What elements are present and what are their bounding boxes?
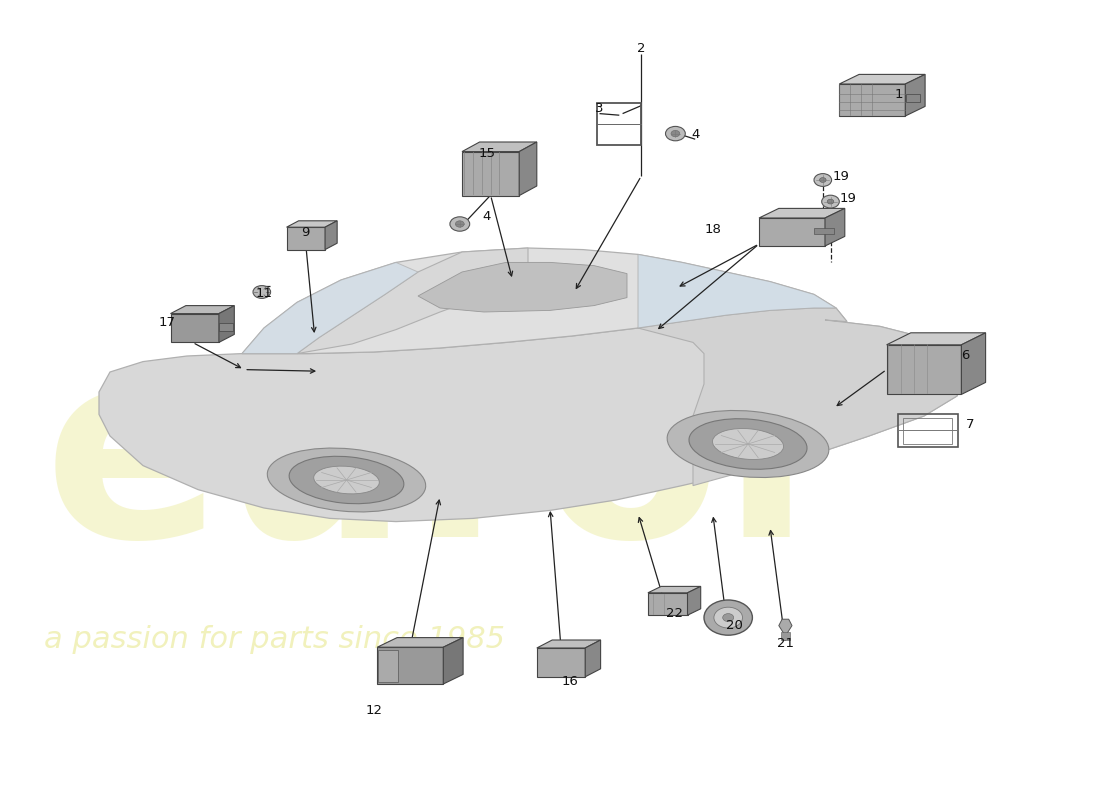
Circle shape (253, 286, 271, 298)
Polygon shape (286, 227, 326, 250)
Polygon shape (537, 640, 601, 648)
Bar (898, 414, 958, 447)
Polygon shape (219, 306, 234, 342)
Polygon shape (297, 248, 528, 354)
Polygon shape (779, 619, 792, 636)
Bar (781, 632, 790, 640)
Text: 17: 17 (158, 316, 176, 329)
Polygon shape (648, 586, 701, 593)
Polygon shape (759, 209, 845, 218)
Polygon shape (242, 248, 847, 354)
Text: 4: 4 (691, 128, 700, 141)
Text: 21: 21 (777, 637, 794, 650)
Text: 9: 9 (301, 226, 310, 238)
Polygon shape (286, 221, 338, 227)
Polygon shape (887, 333, 986, 345)
Circle shape (671, 130, 680, 137)
Polygon shape (961, 333, 986, 394)
Polygon shape (905, 74, 925, 116)
Text: 6: 6 (961, 350, 970, 362)
Circle shape (714, 607, 742, 628)
Polygon shape (638, 254, 836, 328)
Text: 2: 2 (637, 42, 646, 54)
Circle shape (704, 600, 752, 635)
Bar (903, 418, 952, 444)
Polygon shape (839, 84, 905, 116)
Ellipse shape (667, 410, 829, 478)
Bar (597, 103, 641, 145)
Polygon shape (377, 647, 443, 684)
Circle shape (723, 614, 734, 622)
Bar (906, 94, 920, 102)
Text: 12: 12 (365, 704, 383, 717)
Circle shape (820, 178, 826, 182)
Text: 18: 18 (704, 223, 722, 236)
Text: 19: 19 (839, 192, 857, 205)
Polygon shape (825, 209, 845, 246)
Circle shape (455, 221, 464, 227)
Ellipse shape (267, 448, 426, 512)
Polygon shape (462, 142, 537, 152)
Circle shape (814, 174, 832, 186)
Text: 3: 3 (595, 102, 604, 114)
Ellipse shape (713, 429, 783, 459)
Ellipse shape (689, 418, 807, 470)
Polygon shape (537, 648, 585, 677)
Text: 7: 7 (966, 418, 975, 430)
Circle shape (822, 195, 839, 208)
Text: 22: 22 (666, 607, 683, 620)
Text: 19: 19 (833, 170, 850, 182)
Text: 4: 4 (482, 210, 491, 222)
Polygon shape (99, 318, 968, 522)
Polygon shape (170, 306, 234, 314)
Circle shape (450, 217, 470, 231)
Text: euror: euror (44, 336, 852, 592)
Text: 15: 15 (478, 147, 496, 160)
Polygon shape (418, 262, 627, 312)
Bar (814, 228, 834, 234)
Polygon shape (839, 74, 925, 84)
Text: 1: 1 (894, 88, 903, 101)
Polygon shape (887, 345, 961, 394)
Circle shape (666, 126, 685, 141)
Bar (378, 650, 398, 682)
Text: 16: 16 (561, 675, 579, 688)
Ellipse shape (314, 466, 380, 494)
Polygon shape (648, 593, 688, 615)
Polygon shape (377, 638, 463, 647)
Text: a passion for parts since 1985: a passion for parts since 1985 (44, 626, 505, 654)
Ellipse shape (289, 456, 404, 504)
Text: 20: 20 (726, 619, 744, 632)
Polygon shape (462, 152, 519, 195)
Polygon shape (326, 221, 338, 250)
Polygon shape (585, 640, 601, 677)
Polygon shape (688, 586, 701, 615)
Polygon shape (519, 142, 537, 195)
Polygon shape (242, 262, 418, 354)
Circle shape (827, 199, 834, 204)
Polygon shape (759, 218, 825, 246)
Polygon shape (170, 314, 219, 342)
Polygon shape (638, 308, 957, 486)
Text: 11: 11 (255, 287, 273, 300)
Polygon shape (443, 638, 463, 684)
Bar (219, 323, 233, 331)
